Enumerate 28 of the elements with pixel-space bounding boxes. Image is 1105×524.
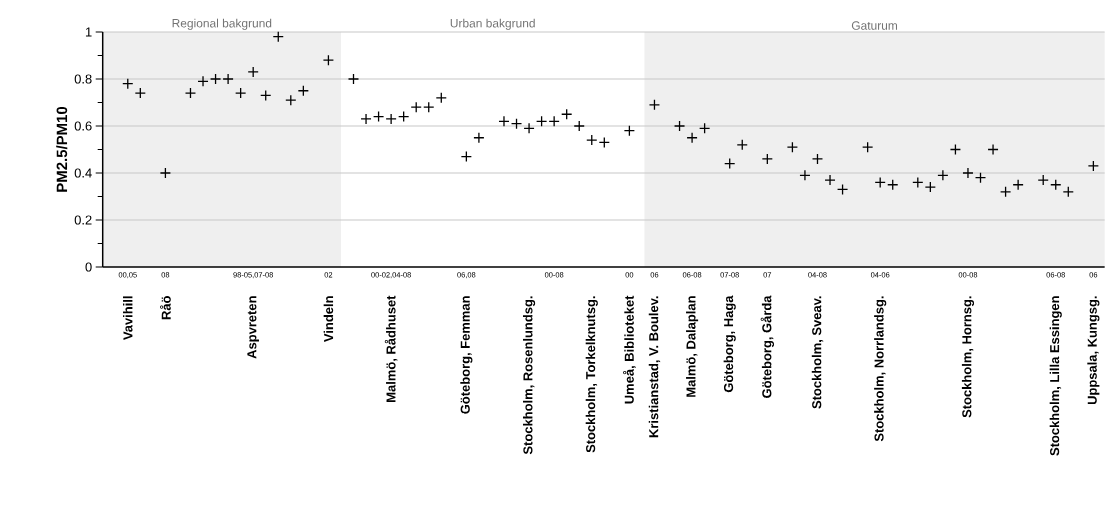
x-tick-label: Malmö, Rådhuset bbox=[384, 295, 398, 402]
x-tick-label: Göteborg, Gårda bbox=[760, 295, 775, 398]
x-tick-label: Stockholm, Hornsg. bbox=[961, 296, 975, 418]
y-axis-title: PM2.5/PM10 bbox=[56, 106, 68, 192]
y-tick-label: 0.4 bbox=[74, 168, 92, 178]
x-tick-label: Göteborg, Haga bbox=[723, 295, 736, 393]
y-tick-label: 0.8 bbox=[74, 74, 92, 84]
x-tick-label: Råö bbox=[160, 296, 171, 320]
x-tick-label: Vindeln bbox=[323, 296, 334, 342]
x-tick-label: Stockholm, Sveav. bbox=[811, 296, 824, 409]
text: Urban bakgrund bbox=[450, 18, 535, 30]
x-tick-label: Stockholm, Torkelknutsg. bbox=[585, 296, 598, 453]
x-tick-label: Stockholm, Rosenlundsg. bbox=[522, 296, 536, 455]
x-tick-label: Malmö, Dalaplan bbox=[686, 296, 699, 397]
band-label: Gaturum bbox=[851, 21, 898, 30]
x-tick-label: Aspvreten bbox=[247, 296, 259, 359]
x-tick-label: Uppsala, Kungsg. bbox=[1087, 296, 1100, 405]
y-tick-label: 0 bbox=[85, 262, 92, 272]
y-tick-label: 0.6 bbox=[74, 121, 92, 131]
x-tick-label: Umeå, Biblioteket bbox=[623, 295, 636, 404]
x-tick-label: Kristianstad, V. Boulev. bbox=[648, 296, 661, 438]
band-label: Regional bakgrund bbox=[172, 18, 272, 30]
x-tick-label: Vavihill bbox=[123, 296, 133, 341]
y-tick-label: 0.2 bbox=[74, 215, 92, 225]
y-tick-label: 1 bbox=[85, 27, 92, 37]
x-tick-label: Stockholm, Norrlandsg. bbox=[874, 296, 887, 442]
x-tick-label: Stockholm, Lilla Essingen bbox=[1049, 296, 1062, 456]
x-tick-label: Göteborg, Femman bbox=[460, 296, 473, 414]
